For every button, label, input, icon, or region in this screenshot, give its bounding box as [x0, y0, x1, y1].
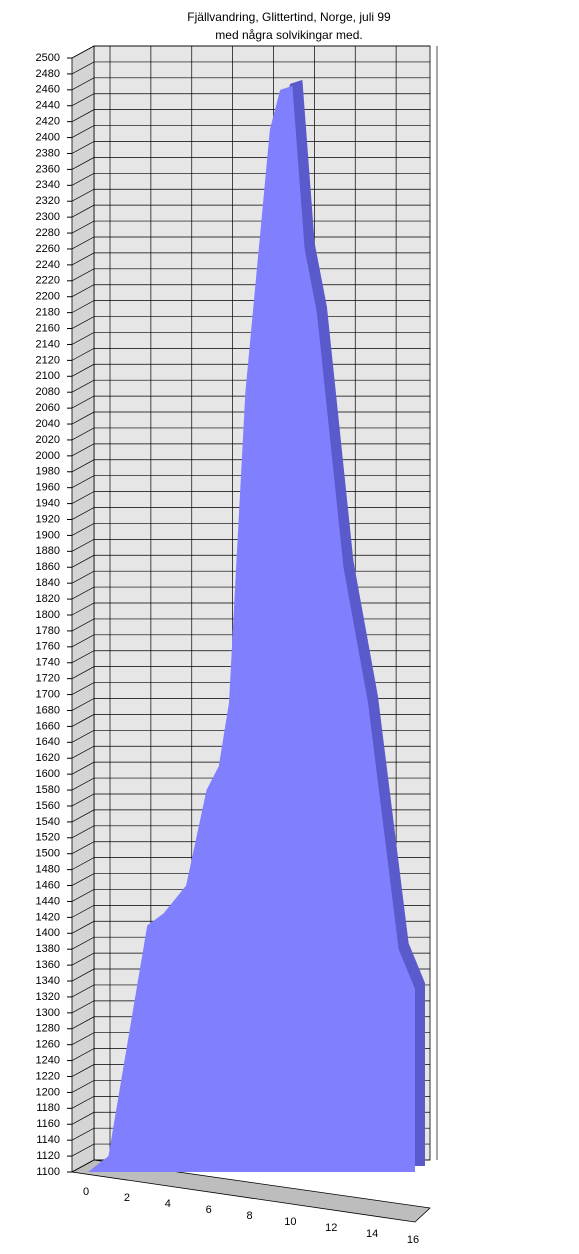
y-tick-label: 2480	[36, 68, 60, 80]
y-tick-label: 2180	[36, 307, 60, 319]
y-tick-label: 1560	[36, 800, 60, 812]
y-tick-label: 2340	[36, 179, 60, 191]
y-tick-label: 2140	[36, 338, 60, 350]
y-tick-label: 2040	[36, 418, 60, 430]
y-tick-label: 2500	[36, 52, 60, 64]
y-tick-label: 2220	[36, 275, 60, 287]
grid-line	[71, 45, 430, 59]
y-tick-label: 1180	[36, 1102, 60, 1114]
y-tick-label: 1760	[36, 641, 60, 653]
grid-line	[71, 93, 430, 107]
grid-line	[71, 188, 430, 202]
x-tick-label: 14	[366, 1228, 378, 1240]
y-tick-label: 2400	[36, 131, 60, 143]
y-tick-label: 2200	[36, 291, 60, 303]
y-tick-label: 1740	[36, 657, 60, 669]
grid-line	[71, 157, 430, 170]
y-tick-label: 1380	[36, 943, 60, 955]
y-tick-label: 1480	[36, 864, 60, 876]
y-tick-label: 1340	[36, 975, 60, 987]
y-tick-label: 2080	[36, 386, 60, 398]
y-tick-label: 2260	[36, 243, 60, 255]
y-tick-label: 2360	[36, 163, 60, 175]
y-tick-label: 1840	[36, 577, 60, 589]
y-tick-label: 1460	[36, 879, 60, 891]
y-tick-label: 1960	[36, 482, 60, 494]
grid-line	[71, 141, 430, 154]
y-tick-label: 2380	[36, 147, 60, 159]
y-tick-label: 1420	[36, 911, 60, 923]
y-tick-label: 1260	[36, 1039, 60, 1051]
y-tick-label: 1440	[36, 895, 60, 907]
y-tick-label: 1400	[36, 927, 60, 939]
y-tick-label: 2060	[36, 402, 60, 414]
y-tick-label: 1900	[36, 529, 60, 541]
y-tick-label: 1220	[36, 1070, 60, 1082]
y-tick-label: 2420	[36, 116, 60, 128]
y-tick-label: 1800	[36, 609, 60, 621]
y-tick-label: 1200	[36, 1086, 60, 1098]
x-tick-label: 16	[407, 1234, 419, 1246]
y-tick-label: 1820	[36, 593, 60, 605]
x-tick-label: 4	[165, 1198, 171, 1210]
x-tick-label: 10	[284, 1216, 296, 1228]
y-tick-label: 1500	[36, 848, 60, 860]
y-tick-label: 1600	[36, 768, 60, 780]
y-tick-label: 1300	[36, 1007, 60, 1019]
y-tick-label: 1620	[36, 752, 60, 764]
x-tick-label: 0	[83, 1186, 89, 1198]
y-tick-label: 2160	[36, 322, 60, 334]
grid-line	[71, 125, 430, 138]
y-tick-label: 2100	[36, 370, 60, 382]
chart-subtitle: med några solvikingar med.	[215, 28, 362, 42]
grid-line	[71, 252, 430, 266]
y-tick-label: 1720	[36, 673, 60, 685]
x-tick-label: 8	[246, 1210, 252, 1222]
y-tick-label: 1640	[36, 736, 60, 748]
y-tick-label: 1360	[36, 959, 60, 971]
area	[88, 85, 415, 1173]
grid-line	[71, 77, 430, 91]
grid-line	[71, 109, 430, 122]
y-tick-label: 2120	[36, 354, 60, 366]
y-tick-label: 1880	[36, 545, 60, 557]
y-tick-label: 1580	[36, 784, 60, 796]
y-tick-label: 1280	[36, 1023, 60, 1035]
grid-line	[71, 236, 430, 250]
y-tick-label: 1680	[36, 704, 60, 716]
y-tick-label: 2280	[36, 227, 60, 239]
y-tick-label: 2020	[36, 434, 60, 446]
y-tick-label: 2240	[36, 259, 60, 271]
y-tick-label: 1240	[36, 1055, 60, 1067]
x-tick-label: 12	[325, 1222, 337, 1234]
grid-line	[71, 204, 430, 218]
y-tick-label: 2440	[36, 100, 60, 112]
y-tick-label: 1140	[36, 1134, 60, 1146]
y-tick-label: 1540	[36, 816, 60, 828]
y-tick-label: 1980	[36, 466, 60, 478]
y-tick-label: 1320	[36, 991, 60, 1003]
y-tick-label: 1160	[36, 1118, 60, 1130]
y-tick-label: 1700	[36, 688, 60, 700]
y-tick-label: 1780	[36, 625, 60, 637]
y-tick-label: 1860	[36, 561, 60, 573]
x-tick-label: 2	[124, 1192, 130, 1204]
y-tick-label: 2460	[36, 84, 60, 96]
grid-line	[71, 172, 430, 186]
y-tick-label: 1120	[36, 1150, 60, 1162]
y-tick-label: 1100	[36, 1166, 60, 1178]
y-tick-label: 2320	[36, 195, 60, 207]
chart-title: Fjällvandring, Glittertind, Norge, juli …	[187, 10, 391, 24]
grid-line	[71, 61, 430, 75]
y-tick-label: 2000	[36, 450, 60, 462]
y-tick-label: 2300	[36, 211, 60, 223]
x-tick-label: 6	[206, 1204, 212, 1216]
y-tick-label: 1940	[36, 498, 60, 510]
y-tick-label: 1520	[36, 832, 60, 844]
grid-line	[71, 220, 430, 234]
y-tick-label: 1920	[36, 513, 60, 525]
y-tick-label: 1660	[36, 720, 60, 732]
